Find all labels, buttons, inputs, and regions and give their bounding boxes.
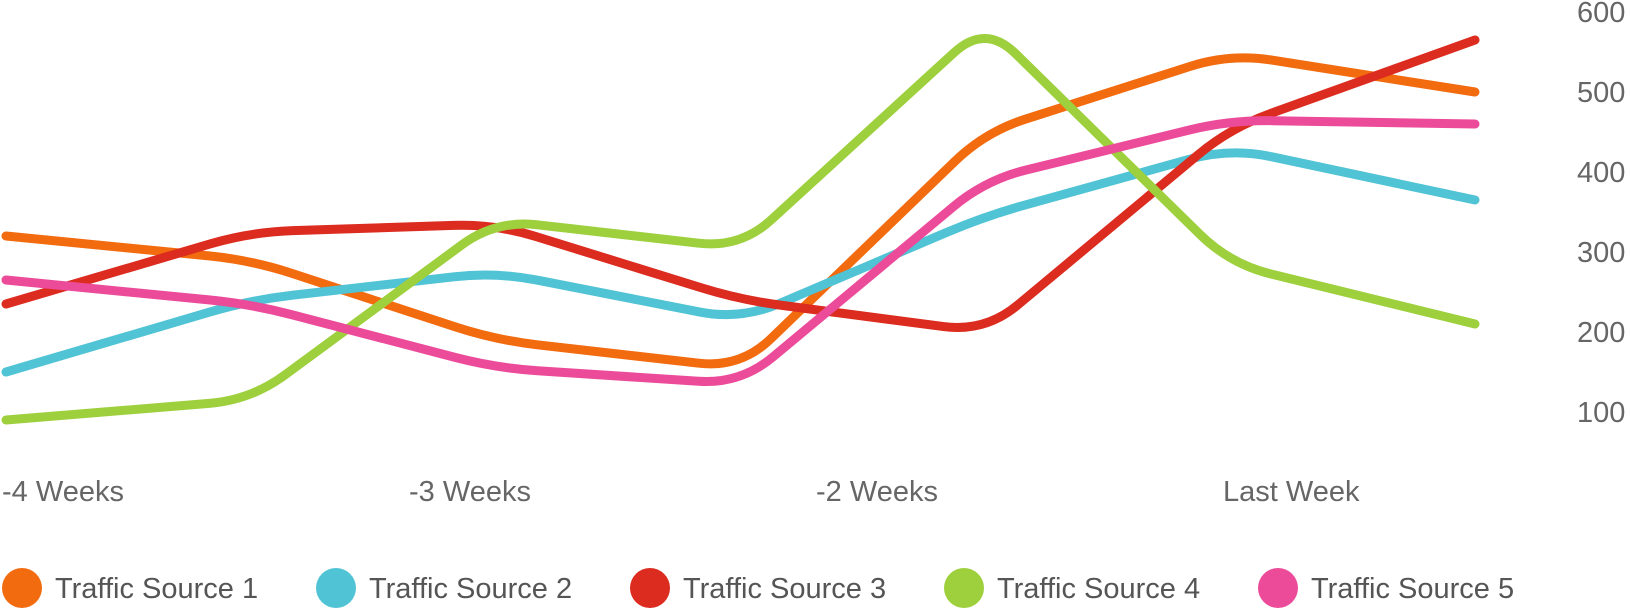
series-line-4 <box>1 34 1480 425</box>
legend-label: Traffic Source 3 <box>683 573 886 605</box>
legend-swatch <box>316 568 356 608</box>
legend-label: Traffic Source 2 <box>369 573 572 605</box>
legend-item-4: Traffic Source 4 <box>944 568 1200 608</box>
legend-swatch <box>1258 568 1298 608</box>
x-tick-label: Last Week <box>1223 476 1360 508</box>
series-line-1 <box>1 53 1480 369</box>
y-tick-label: 600 <box>1577 0 1625 29</box>
legend-item-2: Traffic Source 2 <box>316 568 572 608</box>
legend: Traffic Source 1 Traffic Source 2 Traffic … <box>2 568 1514 608</box>
legend-label: Traffic Source 4 <box>997 573 1200 605</box>
legend-swatch <box>2 568 42 608</box>
legend-label: Traffic Source 5 <box>1311 573 1514 605</box>
series-line-3 <box>1 35 1480 332</box>
y-tick-label: 100 <box>1577 397 1625 429</box>
y-tick-label: 300 <box>1577 237 1625 269</box>
legend-swatch <box>630 568 670 608</box>
series-layer <box>1 34 1480 425</box>
series-line-5 <box>1 116 1480 387</box>
y-tick-label: 500 <box>1577 77 1625 109</box>
x-tick-label: -2 Weeks <box>816 476 938 508</box>
y-axis-ticks: 100 200 300 400 500 600 <box>1577 0 1625 429</box>
x-axis-ticks: -4 Weeks -3 Weeks -2 Weeks Last Week <box>2 476 1360 508</box>
legend-item-1: Traffic Source 1 <box>2 568 258 608</box>
y-tick-label: 200 <box>1577 317 1625 349</box>
legend-swatch <box>944 568 984 608</box>
x-tick-label: -3 Weeks <box>409 476 531 508</box>
x-tick-label: -4 Weeks <box>2 476 124 508</box>
legend-item-5: Traffic Source 5 <box>1258 568 1514 608</box>
legend-item-3: Traffic Source 3 <box>630 568 886 608</box>
y-tick-label: 400 <box>1577 157 1625 189</box>
legend-label: Traffic Source 1 <box>55 573 258 605</box>
